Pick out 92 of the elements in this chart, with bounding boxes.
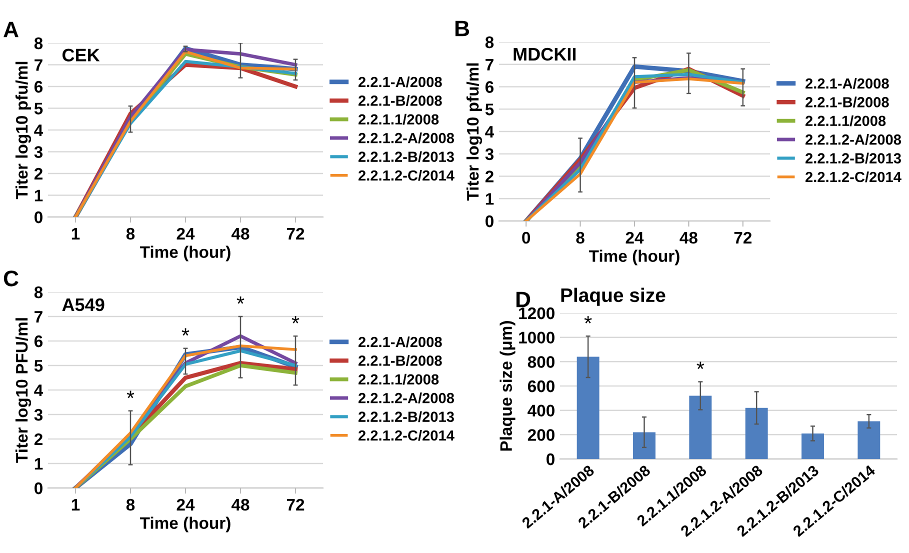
- y-axis-title: Plaque size (μm): [500, 321, 516, 451]
- annotation: *: [696, 362, 704, 370]
- annotation: *: [236, 296, 244, 304]
- y-tick-label: 6: [34, 80, 43, 93]
- bar: [802, 433, 824, 459]
- x-tick-label: 24: [176, 228, 195, 240]
- y-tick-label: 4: [34, 384, 44, 396]
- text: D: [516, 292, 530, 308]
- legend-label: 2.2.1.1/2008: [358, 114, 439, 125]
- y-tick-label: 6: [485, 81, 494, 93]
- y-tick-label: 6: [34, 335, 43, 348]
- y-tick-label: 800: [528, 356, 554, 368]
- y-tick-label: 5: [34, 360, 43, 372]
- y-tick-label: 1: [34, 190, 43, 202]
- x-tick-label: 24: [176, 498, 195, 510]
- y-tick-label: 600: [528, 380, 554, 392]
- x-tick-label: 8: [576, 232, 584, 244]
- legend-label: 2.2.1.2-A/2008: [806, 134, 902, 145]
- x-tick-label: 1: [72, 499, 80, 510]
- annotation: *: [584, 316, 592, 324]
- annotation: *: [182, 328, 190, 336]
- chart-title: A549: [62, 298, 104, 312]
- y-tick-label: 0: [34, 211, 42, 224]
- y-tick-label: 0: [34, 482, 42, 494]
- legend-label: 2.2.1-A/2008: [358, 336, 442, 348]
- y-tick-label: 0: [486, 215, 494, 228]
- x-tick-label: 48: [680, 232, 698, 244]
- x-tick-label: 48: [231, 228, 250, 240]
- legend-label: 2.2.1.1/2008: [358, 374, 439, 385]
- annotation: *: [126, 390, 134, 398]
- y-tick-label: 3: [34, 408, 43, 421]
- x-tick-label: 24: [626, 232, 644, 244]
- bar: [858, 421, 880, 459]
- legend-label: 2.2.1-A/2008: [806, 78, 889, 89]
- chart-title: CEK: [62, 48, 100, 62]
- y-tick-label: 2: [34, 433, 42, 446]
- x-tick-label: 48: [231, 498, 250, 511]
- legend-label: 2.2.1.2-B/2013: [358, 151, 454, 162]
- legend-label: 2.2.1.2-A/2008: [358, 132, 454, 144]
- y-tick-label: 4: [34, 124, 44, 136]
- legend-label: 2.2.1-B/2008: [358, 95, 442, 106]
- y-tick-label: 1200: [519, 307, 554, 320]
- text: A: [4, 22, 18, 38]
- y-tick-label: 8: [485, 36, 494, 48]
- x-tick-label: 72: [286, 498, 304, 510]
- y-tick-label: 2: [34, 168, 42, 180]
- legend-label: 2.2.1-B/2008: [806, 96, 889, 108]
- y-tick-label: 400: [528, 404, 554, 417]
- y-tick-label: 8: [34, 286, 43, 298]
- bar: [689, 396, 712, 459]
- legend-label: 2.2.1.2-B/2013: [806, 152, 901, 164]
- legend-label: 2.2.1.2-C/2014: [358, 170, 454, 181]
- y-axis-title: Titer log10 PFU/ml: [15, 318, 32, 463]
- y-tick-label: 7: [34, 59, 42, 71]
- y-tick-label: 2: [485, 170, 494, 182]
- legend-label: 2.2.1-A/2008: [358, 76, 442, 88]
- x-tick-label: 72: [734, 232, 752, 244]
- bar: [745, 408, 768, 459]
- y-tick-label: 8: [34, 37, 43, 50]
- bar: [576, 356, 600, 459]
- annotation: *: [292, 316, 300, 324]
- y-tick-label: 7: [34, 311, 42, 323]
- chart-title: MDCKII: [514, 48, 576, 61]
- y-tick-label: 5: [485, 104, 494, 116]
- x-tick-label: 8: [126, 498, 135, 511]
- y-tick-label: 5: [34, 102, 43, 114]
- y-tick-label: 3: [485, 148, 494, 160]
- y-tick-label: 0: [546, 453, 554, 466]
- chart-title: Plaque size: [561, 288, 666, 306]
- y-tick-label: 200: [528, 429, 554, 441]
- y-tick-label: 3: [34, 146, 43, 158]
- x-tick-label: 72: [286, 228, 304, 240]
- y-tick-label: 4: [485, 126, 494, 138]
- legend-label: 2.2.1.2-B/2013: [358, 411, 454, 422]
- x-tick-label: 8: [126, 228, 135, 240]
- y-tick-label: 7: [486, 58, 494, 70]
- x-axis-title: Time (hour): [140, 246, 230, 262]
- x-axis-title: Time (hour): [589, 250, 680, 266]
- y-axis-title: Titer log10 pfu/ml: [466, 63, 482, 201]
- x-tick-label: 1: [72, 228, 80, 240]
- legend-label: 2.2.1-B/2008: [358, 355, 442, 366]
- bar: [633, 432, 656, 459]
- x-axis-title: Time (hour): [140, 516, 230, 532]
- y-axis-title: Titer log10 pfu/ml: [15, 62, 32, 200]
- text: B: [455, 20, 470, 36]
- legend-label: 2.2.1.2-C/2014: [806, 171, 902, 182]
- y-tick-label: 1: [486, 193, 494, 205]
- text: C: [4, 270, 18, 286]
- y-tick-label: 1000: [519, 332, 554, 344]
- legend-label: 2.2.1.2-A/2008: [358, 392, 454, 404]
- legend-label: 2.2.1.2-C/2014: [358, 430, 454, 441]
- legend-label: 2.2.1.1/2008: [806, 115, 886, 126]
